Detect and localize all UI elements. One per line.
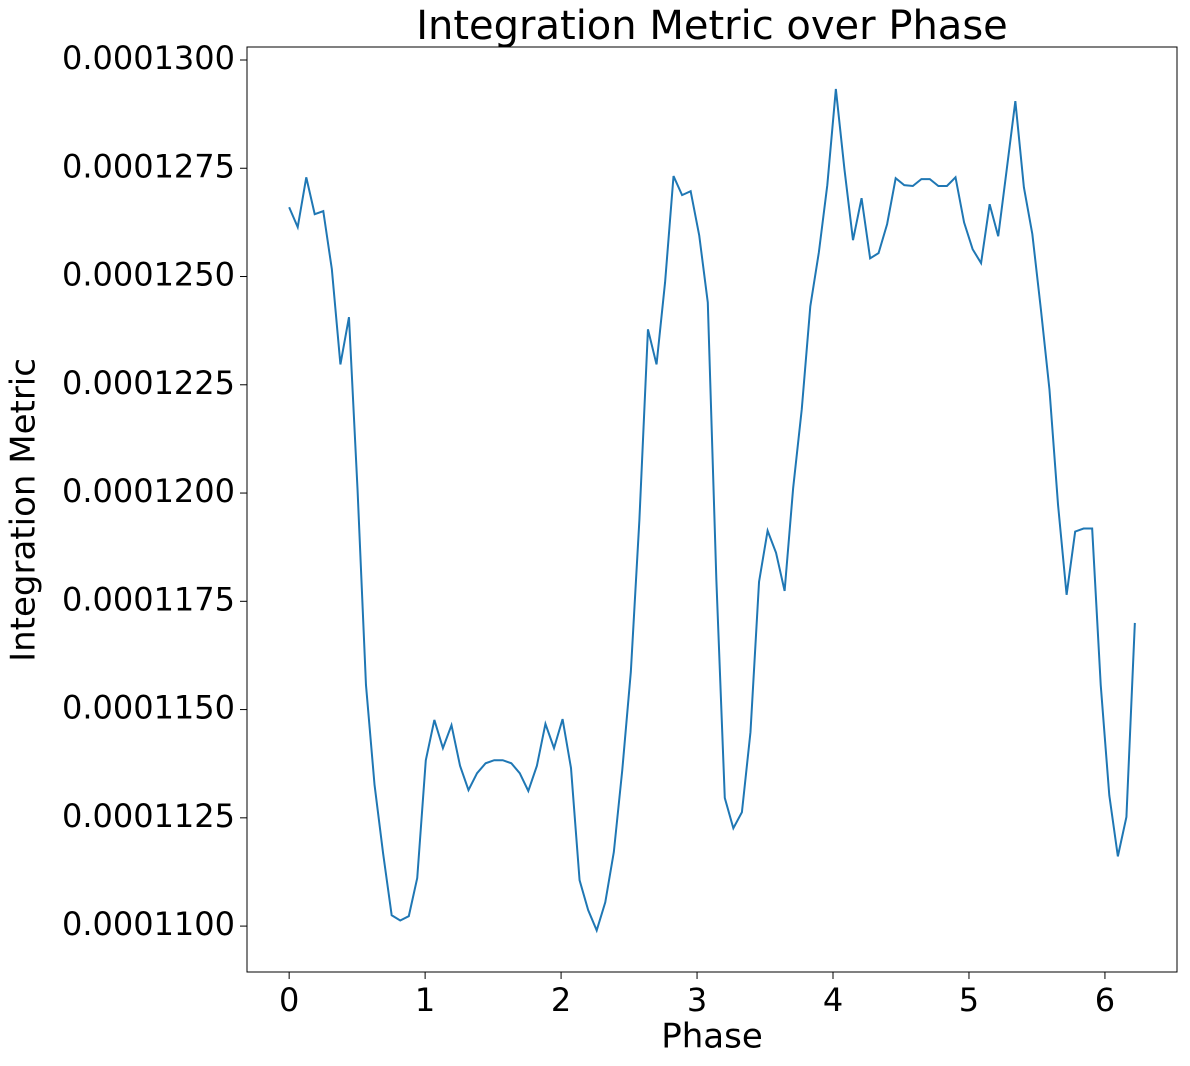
x-tick-label: 3 [687,981,707,1019]
plot-frame [246,46,1178,973]
y-tick-label: 0.0001200 [62,472,235,510]
y-tick-label: 0.0001125 [62,797,235,835]
y-axis-label: Integration Metric [4,358,44,662]
x-tick-label: 6 [1095,981,1115,1019]
y-tick-label: 0.0001300 [62,39,235,77]
x-tick-label: 0 [279,981,299,1019]
y-tick-label: 0.0001250 [62,256,235,294]
x-axis-label: Phase [661,1017,763,1057]
x-tick-label: 2 [551,981,571,1019]
x-tick-label: 5 [959,981,979,1019]
chart-title: Integration Metric over Phase [416,3,1008,49]
y-tick-label: 0.0001100 [62,905,235,943]
y-tick-label: 0.0001225 [62,364,235,402]
y-tick-label: 0.0001275 [62,147,235,185]
data-line [288,88,1136,934]
x-tick-label: 4 [823,981,843,1019]
x-tick-label: 1 [415,981,435,1019]
y-tick-label: 0.0001150 [62,689,235,727]
y-tick-label: 0.0001175 [62,580,235,618]
